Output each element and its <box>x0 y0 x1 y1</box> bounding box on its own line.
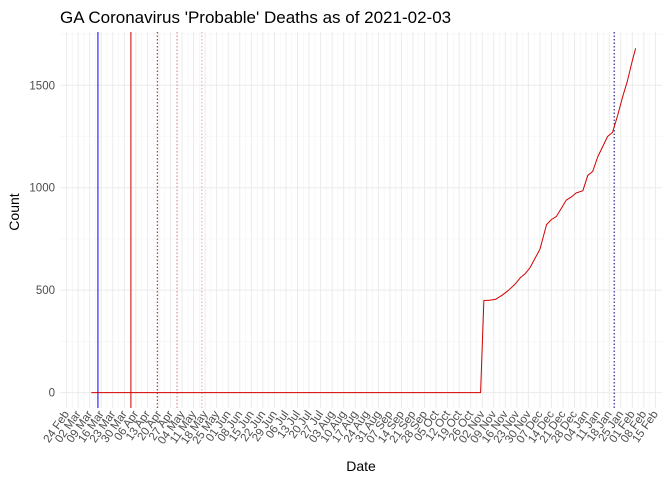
y-tick-labels: 0 500 1000 1500 <box>29 80 55 399</box>
y-tick-label: 1000 <box>29 183 55 195</box>
grid-layer <box>60 32 662 408</box>
y-tick-label: 1500 <box>29 80 55 92</box>
y-tick-label: 500 <box>36 285 55 297</box>
reference-lines <box>97 32 615 408</box>
y-tick-label: 0 <box>49 388 55 400</box>
series-layer <box>91 48 637 394</box>
chart-title: GA Coronavirus 'Probable' Deaths as of 2… <box>60 8 451 27</box>
x-axis-title: Date <box>346 458 376 474</box>
y-axis-title: Count <box>6 193 22 230</box>
series-line <box>91 48 637 394</box>
